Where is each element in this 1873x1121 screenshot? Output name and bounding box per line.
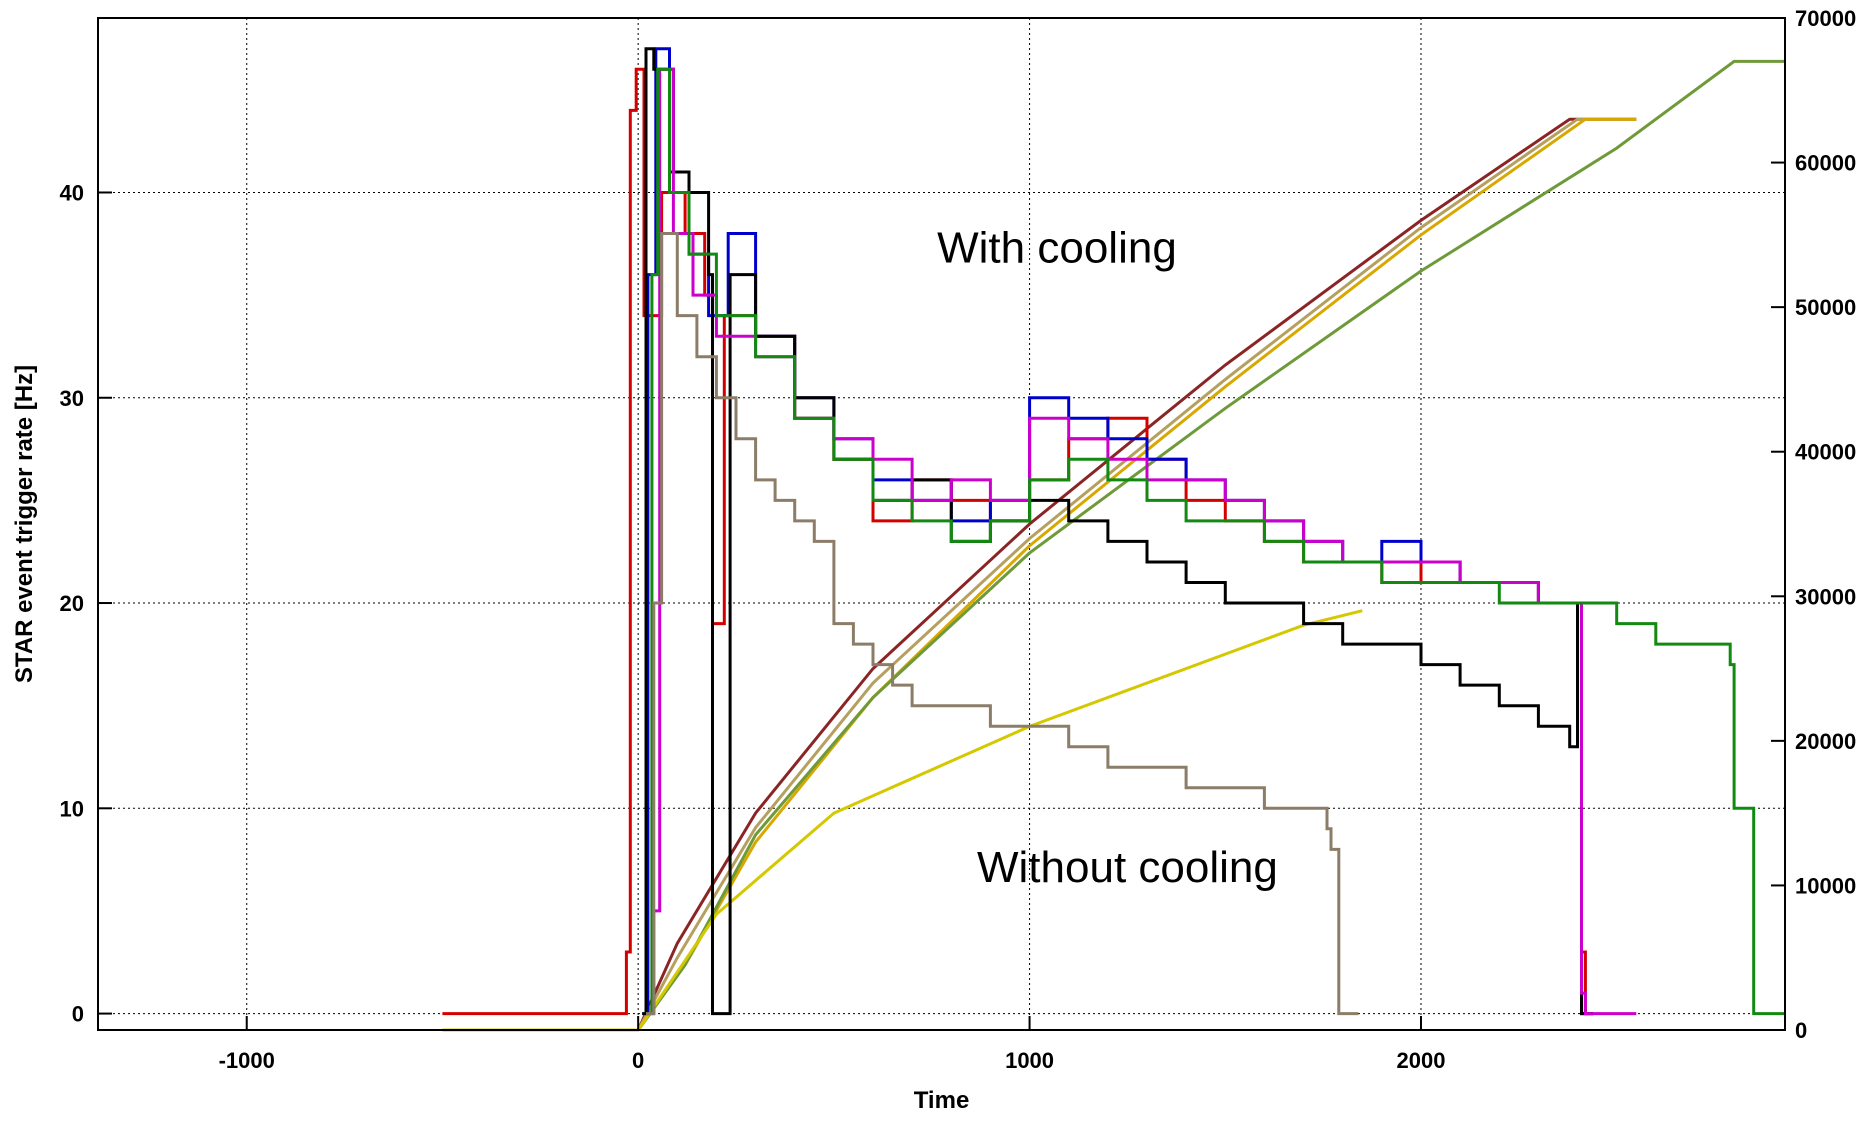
series-layer	[442, 47, 1785, 1032]
y-tick-label: 30	[60, 386, 84, 411]
y2-tick-label: 20000	[1795, 729, 1856, 754]
annotation-with-cooling: With cooling	[937, 223, 1177, 272]
y2-tick-label: 60000	[1795, 151, 1856, 176]
integral-series-line-0	[636, 117, 1637, 1031]
ticks-layer: -1000 0 1000 200001020304001000020000300004…	[60, 6, 1857, 1073]
grid-layer	[98, 18, 1785, 1030]
x-tick-label: -1000	[219, 1048, 275, 1073]
y-tick-label: 40	[60, 180, 84, 205]
y-tick-label: 0	[72, 1002, 84, 1027]
y2-tick-label: 70000	[1795, 6, 1856, 31]
rate-series-line-4	[647, 67, 1785, 1016]
integral-series-line-4	[442, 609, 1363, 1032]
y-tick-label: 20	[60, 591, 84, 616]
y2-tick-label: 30000	[1795, 584, 1856, 609]
y2-tick-label: 10000	[1795, 873, 1856, 898]
y2-tick-label: 0	[1795, 1018, 1807, 1043]
x-tick-label: 1000	[1005, 1048, 1054, 1073]
rate-series-line-5	[646, 232, 1359, 1016]
x-axis-title: Time	[914, 1087, 970, 1114]
y2-tick-label: 40000	[1795, 440, 1856, 465]
annotation-without-cooling: Without cooling	[977, 843, 1278, 892]
x-tick-label: 0	[632, 1048, 644, 1073]
plot-frame	[97, 17, 1786, 1031]
y2-tick-label: 50000	[1795, 295, 1856, 320]
rate-series-line-1	[646, 47, 1594, 1016]
integral-series-line-1	[636, 117, 1637, 1031]
y-tick-label: 10	[60, 796, 84, 821]
x-tick-label: 2000	[1397, 1048, 1446, 1073]
y-axis-title: STAR event trigger rate [Hz]	[11, 365, 38, 683]
